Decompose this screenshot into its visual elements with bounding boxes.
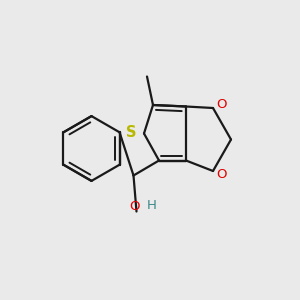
- Text: S: S: [126, 125, 137, 140]
- Text: H: H: [147, 199, 157, 212]
- Text: O: O: [216, 167, 227, 181]
- Text: O: O: [216, 98, 227, 112]
- Text: O: O: [130, 200, 140, 213]
